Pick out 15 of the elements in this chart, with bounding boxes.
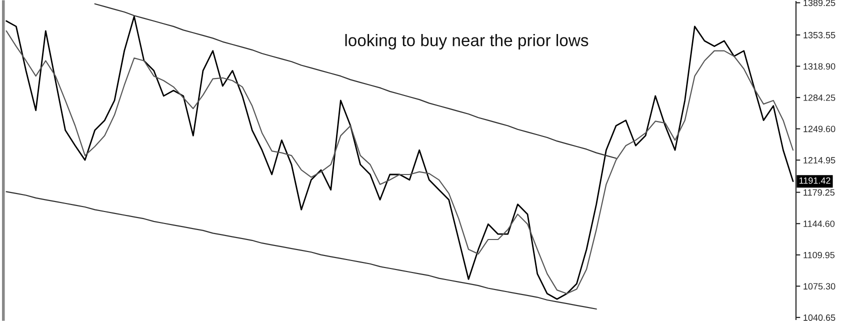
y-tick-label: 1389.25 [804,0,836,6]
line-series [6,191,597,310]
y-tick-label: 1353.55 [804,32,836,38]
y-tick-label: 1040.65 [804,314,836,321]
y-tick-label: 1179.25 [804,189,835,196]
annotation: looking to buy near the prior lows [345,34,588,50]
y-tick-label: 1214.95 [804,157,836,164]
y-tick-label: 1075.30 [804,283,836,290]
y-tick-label: 1318.90 [804,63,836,70]
y-tick-label: 1144.60 [804,220,835,227]
y-tick-label: 1109.95 [804,252,835,258]
y-tick-label: 1284.25 [804,94,836,101]
y-tick-label: 1249.60 [804,126,836,132]
annotation: 1191.42 [799,177,830,184]
line-series [94,3,617,159]
